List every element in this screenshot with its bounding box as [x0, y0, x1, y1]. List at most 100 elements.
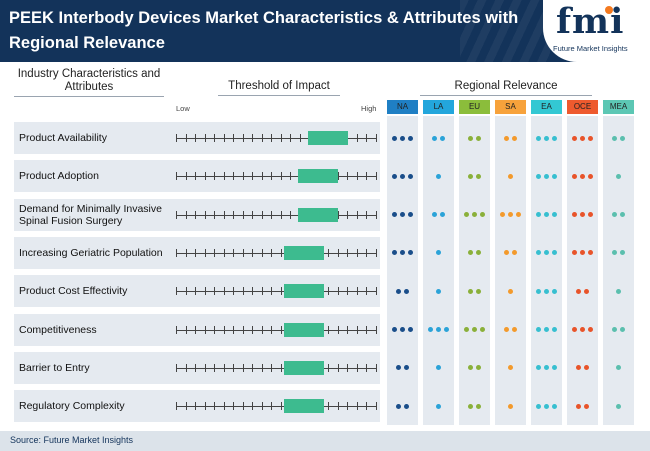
impact-tick — [337, 325, 339, 334]
relevance-dot-oce — [588, 173, 593, 179]
impact-tick — [214, 134, 216, 142]
impact-axis-line — [176, 291, 376, 293]
impact-tick — [376, 210, 377, 219]
relevance-dot-oce — [588, 212, 593, 218]
impact-tick — [223, 134, 225, 142]
impact-tick — [337, 402, 339, 411]
relevance-dot-la — [436, 250, 441, 256]
impact-tick — [214, 210, 216, 219]
region-header-la: LA — [423, 100, 454, 114]
relevance-dot-sa — [512, 250, 517, 256]
impact-tick — [271, 363, 273, 372]
relevance-dot-eu — [464, 327, 469, 332]
impact-tick — [366, 210, 368, 219]
impact-tick — [356, 363, 358, 372]
impact-tick — [242, 363, 244, 372]
impact-tick — [204, 325, 206, 334]
impact-tick — [261, 248, 263, 257]
relevance-dot-sa — [508, 403, 513, 409]
relevance-dot-na — [404, 403, 409, 409]
relevance-dot-oce — [580, 250, 585, 256]
row-label: Barrier to Entry — [19, 361, 90, 374]
impact-tick — [185, 363, 187, 372]
header-decoration — [460, 0, 550, 62]
relevance-dot-na — [400, 173, 405, 179]
relevance-dot-ea — [552, 250, 557, 256]
impact-tick — [356, 248, 358, 257]
impact-tick — [223, 172, 225, 181]
impact-tick — [233, 363, 235, 372]
impact-tick — [356, 134, 358, 142]
relevance-dot-na — [392, 173, 397, 179]
impact-tick — [195, 287, 197, 296]
relevance-dot-oce — [576, 365, 581, 371]
relevance-dot-mea — [620, 250, 625, 256]
relevance-dot-sa — [508, 288, 513, 294]
impact-tick — [290, 172, 292, 181]
logo-dot-icon — [605, 6, 613, 14]
relevance-dot-la — [436, 288, 441, 294]
impact-bar — [284, 399, 324, 414]
relevance-dot-sa — [504, 135, 509, 141]
relevance-dot-mea — [616, 288, 621, 294]
relevance-dot-na — [404, 288, 409, 294]
impact-tick — [214, 363, 216, 372]
relevance-dot-na — [396, 365, 401, 371]
relevance-dot-na — [400, 135, 405, 141]
relevance-dot-eu — [476, 403, 481, 409]
region-column-mea: MEA — [603, 100, 634, 425]
relevance-dot-eu — [480, 327, 485, 332]
relevance-dot-sa — [512, 327, 517, 332]
impact-tick — [271, 325, 273, 334]
impact-axis-line — [176, 406, 376, 408]
impact-tick — [242, 210, 244, 219]
relevance-dot-na — [404, 365, 409, 371]
impact-tick — [185, 210, 187, 219]
relevance-dot-la — [436, 327, 441, 332]
impact-tick — [328, 287, 330, 296]
chart-title: PEEK Interbody Devices Market Characteri… — [9, 9, 519, 52]
impact-bar — [284, 360, 324, 375]
impact-tick — [356, 325, 358, 334]
impact-tick — [233, 172, 235, 181]
impact-tick — [242, 287, 244, 296]
relevance-dot-eu — [464, 212, 469, 218]
impact-tick — [252, 172, 254, 181]
impact-tick — [376, 134, 377, 142]
relevance-dot-eu — [468, 288, 473, 294]
impact-tick — [271, 287, 273, 296]
relevance-dot-ea — [552, 173, 557, 179]
impact-bar — [298, 207, 338, 222]
region-column-ea: EA — [531, 100, 562, 425]
impact-axis-line — [176, 214, 376, 216]
impact-tick — [376, 172, 377, 181]
relevance-dot-ea — [536, 288, 541, 294]
impact-tick — [223, 363, 225, 372]
impact-tick — [223, 402, 225, 411]
impact-tick — [366, 402, 368, 411]
relevance-dot-ea — [544, 327, 549, 332]
header-banner: PEEK Interbody Devices Market Characteri… — [0, 0, 650, 62]
relevance-dot-oce — [588, 327, 593, 332]
region-header-eu: EU — [459, 100, 490, 114]
row-label: Demand for Minimally Invasive Spinal Fus… — [19, 202, 162, 227]
impact-tick — [376, 248, 377, 257]
impact-tick — [261, 402, 263, 411]
relevance-dot-mea — [620, 327, 625, 332]
logo-name: Future Market Insights — [553, 44, 628, 53]
impact-tick — [195, 248, 197, 257]
region-body — [495, 116, 526, 425]
relevance-dot-ea — [544, 173, 549, 179]
relevance-dot-ea — [536, 403, 541, 409]
impact-tick — [261, 172, 263, 181]
relevance-dot-ea — [544, 365, 549, 371]
relevance-dot-la — [440, 135, 445, 141]
relevance-dot-ea — [536, 212, 541, 218]
relevance-dot-la — [436, 173, 441, 179]
impact-tick — [223, 210, 225, 219]
region-column-eu: EU — [459, 100, 490, 425]
impact-tick — [299, 134, 301, 142]
relevance-dot-oce — [572, 327, 577, 332]
relevance-dot-oce — [572, 212, 577, 218]
relevance-dot-na — [400, 327, 405, 332]
